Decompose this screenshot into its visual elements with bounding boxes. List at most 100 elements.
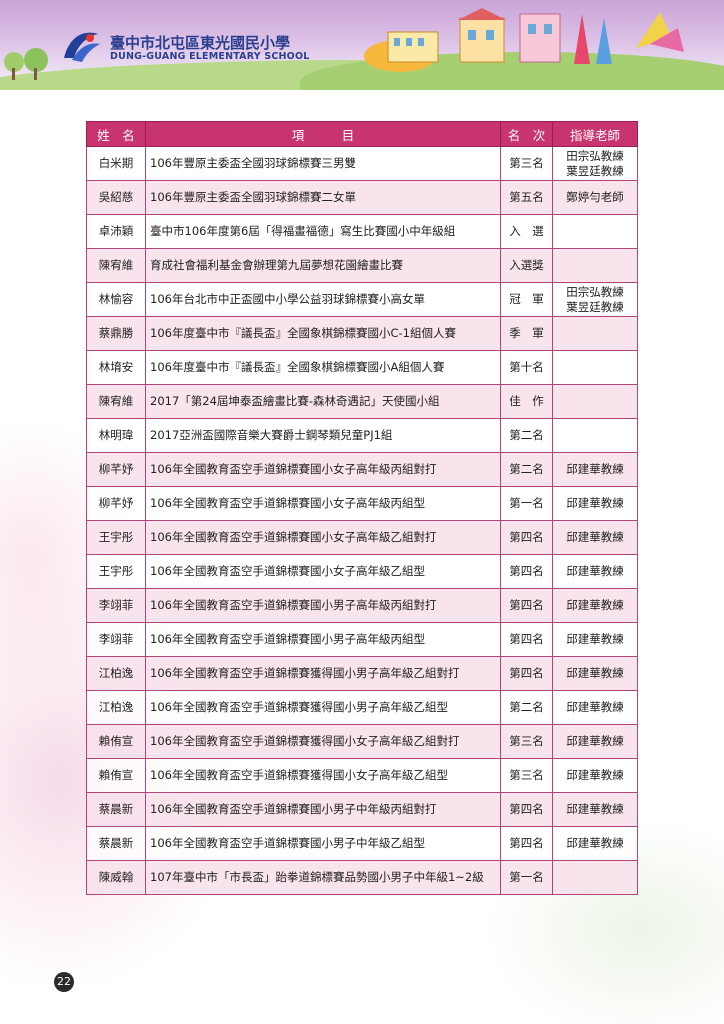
page-header: 臺中市北屯區東光國民小學 DUNG-GUANG ELEMENTARY SCHOO… xyxy=(0,0,724,90)
table-row: 林明瑋 2017亞洲盃國際音樂大賽爵士鋼琴類兒童PJ1組 第二名 xyxy=(86,418,638,453)
cell-name: 林愉容 xyxy=(86,282,146,317)
table-row: 陳宥維 2017「第24屆坤泰盃繪畫比賽-森林奇遇記」天使國小組佳 作 xyxy=(86,384,638,419)
cell-event: 106年全國教育盃空手道錦標賽國小女子高年級乙組對打 xyxy=(145,520,501,555)
cell-rank: 佳 作 xyxy=(500,384,553,419)
column-header-teacher: 指導老師 xyxy=(552,121,638,147)
table-row: 江柏逸 106年全國教育盃空手道錦標賽獲得國小男子高年級乙組對打 第四名 邱建華教練 xyxy=(86,656,638,691)
cell-event: 106年全國教育盃空手道錦標賽國小男子高年級丙組對打 xyxy=(145,588,501,623)
table-row: 江柏逸 106年全國教育盃空手道錦標賽獲得國小男子高年級乙組型 第二名 邱建華教練 xyxy=(86,690,638,725)
cell-teacher xyxy=(552,350,638,385)
cell-name: 柳芊妤 xyxy=(86,486,146,521)
cell-event: 106年全國教育盃空手道錦標賽國小男子高年級丙組型 xyxy=(145,622,501,657)
cell-rank: 第四名 xyxy=(500,826,553,861)
table-row: 王宇彤 106年全國教育盃空手道錦標賽國小女子高年級乙組型 第四名 邱建華教練 xyxy=(86,554,638,589)
column-header-rank: 名 次 xyxy=(500,121,553,147)
cell-teacher: 鄭婷勻老師 xyxy=(552,180,638,215)
cell-teacher: 田宗弘教練 葉昱廷教練 xyxy=(552,146,638,181)
cell-rank: 第一名 xyxy=(500,486,553,521)
cell-event: 106年全國教育盃空手道錦標賽國小女子高年級丙組對打 xyxy=(145,452,501,487)
cell-rank: 第四名 xyxy=(500,622,553,657)
table-row: 蔡鼎勝 106年度臺中市『議長盃』全國象棋錦標賽國小C-1組個人賽季 軍 xyxy=(86,316,638,351)
cell-event: 107年臺中市「市長盃」跆拳道錦標賽品勢國小男子中年級1~2級 xyxy=(145,860,501,895)
cell-rank: 第三名 xyxy=(500,724,553,759)
table-row: 卓沛穎 臺中市106年度第6屆「得福畫福德」寫生比賽國小中年級組入 選 xyxy=(86,214,638,249)
table-row: 白米期 106年豐原主委盃全國羽球錦標賽三男雙 第三名 田宗弘教練 葉昱廷教練 xyxy=(86,146,638,181)
cell-rank: 第四名 xyxy=(500,520,553,555)
cell-name: 賴侑宣 xyxy=(86,758,146,793)
table-row: 蔡晨新 106年全國教育盃空手道錦標賽國小男子中年級丙組對打 第四名 邱建華教練 xyxy=(86,792,638,827)
cell-event: 2017「第24屆坤泰盃繪畫比賽-森林奇遇記」天使國小組 xyxy=(145,384,501,419)
cell-rank: 第二名 xyxy=(500,690,553,725)
cell-rank: 第三名 xyxy=(500,146,553,181)
table-row: 李翊菲 106年全國教育盃空手道錦標賽國小男子高年級丙組對打 第四名 邱建華教練 xyxy=(86,588,638,623)
cell-name: 蔡晨新 xyxy=(86,826,146,861)
table-row: 林堉安 106年度臺中市『議長盃』全國象棋錦標賽國小A組個人賽 第十名 xyxy=(86,350,638,385)
cell-rank: 第四名 xyxy=(500,588,553,623)
cell-rank: 第一名 xyxy=(500,860,553,895)
table-row: 柳芊妤 106年全國教育盃空手道錦標賽國小女子高年級丙組對打 第二名 邱建華教練 xyxy=(86,452,638,487)
cell-name: 吳紹慈 xyxy=(86,180,146,215)
table-row: 賴侑宣 106年全國教育盃空手道錦標賽獲得國小女子高年級乙組型 第三名 邱建華教練 xyxy=(86,758,638,793)
cell-event: 106年全國教育盃空手道錦標賽獲得國小男子高年級乙組對打 xyxy=(145,656,501,691)
cell-event: 育成社會福利基金會辦理第九屆夢想花園繪畫比賽 xyxy=(145,248,501,283)
cell-teacher xyxy=(552,248,638,283)
cell-rank: 第四名 xyxy=(500,554,553,589)
cell-event: 106年豐原主委盃全國羽球錦標賽三男雙 xyxy=(145,146,501,181)
cell-teacher xyxy=(552,860,638,895)
cell-teacher xyxy=(552,384,638,419)
cell-teacher: 邱建華教練 xyxy=(552,758,638,793)
cell-teacher: 邱建華教練 xyxy=(552,690,638,725)
awards-table: 姓 名 項 目 名 次 指導老師 白米期 106年豐原主委盃全國羽球錦標賽三男雙第… xyxy=(86,121,638,895)
school-logo xyxy=(64,32,100,62)
cell-teacher: 邱建華教練 xyxy=(552,588,638,623)
cell-event: 106年度臺中市『議長盃』全國象棋錦標賽國小C-1組個人賽 xyxy=(145,316,501,351)
cell-event: 106年全國教育盃空手道錦標賽國小女子高年級乙組型 xyxy=(145,554,501,589)
cell-teacher: 邱建華教練 xyxy=(552,622,638,657)
table-row: 林愉容 106年台北市中正盃國中小學公益羽球錦標賽小高女單冠 軍田宗弘教練 葉昱廷… xyxy=(86,282,638,317)
cell-teacher: 邱建華教練 xyxy=(552,724,638,759)
table-row: 王宇彤 106年全國教育盃空手道錦標賽國小女子高年級乙組對打 第四名 邱建華教練 xyxy=(86,520,638,555)
cell-name: 李翊菲 xyxy=(86,588,146,623)
cell-name: 林明瑋 xyxy=(86,418,146,453)
cell-name: 陳威翰 xyxy=(86,860,146,895)
table-header-row: 姓 名 項 目 名 次 指導老師 xyxy=(86,121,638,147)
cell-rank: 第五名 xyxy=(500,180,553,215)
cell-name: 蔡晨新 xyxy=(86,792,146,827)
cell-event: 106年全國教育盃空手道錦標賽國小男子中年級丙組對打 xyxy=(145,792,501,827)
cell-name: 林堉安 xyxy=(86,350,146,385)
cell-teacher xyxy=(552,418,638,453)
cell-rank: 季 軍 xyxy=(500,316,553,351)
cell-name: 王宇彤 xyxy=(86,554,146,589)
cell-teacher: 邱建華教練 xyxy=(552,520,638,555)
cell-name: 陳宥維 xyxy=(86,248,146,283)
cell-rank: 冠 軍 xyxy=(500,282,553,317)
cell-event: 106年度臺中市『議長盃』全國象棋錦標賽國小A組個人賽 xyxy=(145,350,501,385)
table-row: 陳宥維 育成社會福利基金會辦理第九屆夢想花園繪畫比賽 入選獎 xyxy=(86,248,638,283)
cell-name: 白米期 xyxy=(86,146,146,181)
cell-name: 蔡鼎勝 xyxy=(86,316,146,351)
cell-teacher: 邱建華教練 xyxy=(552,792,638,827)
cell-name: 卓沛穎 xyxy=(86,214,146,249)
cell-event: 106年全國教育盃空手道錦標賽獲得國小女子高年級乙組型 xyxy=(145,758,501,793)
cell-event: 臺中市106年度第6屆「得福畫福德」寫生比賽國小中年級組 xyxy=(145,214,501,249)
page-number: 22 xyxy=(54,972,74,992)
cell-name: 賴侑宣 xyxy=(86,724,146,759)
cell-event: 106年台北市中正盃國中小學公益羽球錦標賽小高女單 xyxy=(145,282,501,317)
cell-teacher: 田宗弘教練 葉昱廷教練 xyxy=(552,282,638,317)
school-name-chinese: 臺中市北屯區東光國民小學 xyxy=(110,34,291,52)
cell-name: 陳宥維 xyxy=(86,384,146,419)
table-row: 陳威翰 107年臺中市「市長盃」跆拳道錦標賽品勢國小男子中年級1~2級 第一名 xyxy=(86,860,638,895)
table-row: 柳芊妤 106年全國教育盃空手道錦標賽國小女子高年級丙組型 第一名 邱建華教練 xyxy=(86,486,638,521)
table-row: 蔡晨新 106年全國教育盃空手道錦標賽國小男子中年級乙組型 第四名 邱建華教練 xyxy=(86,826,638,861)
cell-event: 2017亞洲盃國際音樂大賽爵士鋼琴類兒童PJ1組 xyxy=(145,418,501,453)
column-header-name: 姓 名 xyxy=(86,121,146,147)
cell-event: 106年全國教育盃空手道錦標賽獲得國小女子高年級乙組對打 xyxy=(145,724,501,759)
cell-rank: 第四名 xyxy=(500,656,553,691)
cell-event: 106年豐原主委盃全國羽球錦標賽二女單 xyxy=(145,180,501,215)
cell-rank: 入 選 xyxy=(500,214,553,249)
cell-teacher xyxy=(552,214,638,249)
cell-teacher: 邱建華教練 xyxy=(552,656,638,691)
column-header-event: 項 目 xyxy=(145,121,501,147)
cell-teacher: 邱建華教練 xyxy=(552,452,638,487)
cell-rank: 第二名 xyxy=(500,418,553,453)
